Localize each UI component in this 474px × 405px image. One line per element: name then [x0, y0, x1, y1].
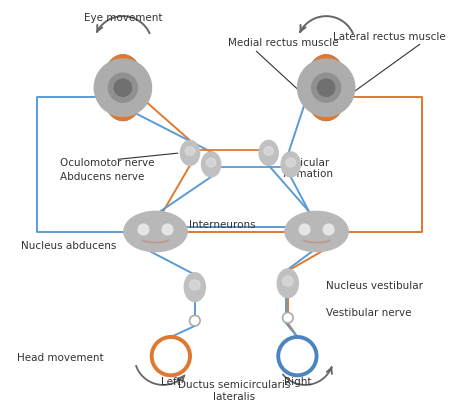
Text: Interneurons: Interneurons	[189, 220, 256, 230]
Ellipse shape	[181, 141, 200, 165]
Ellipse shape	[206, 158, 216, 167]
Circle shape	[94, 59, 152, 116]
Polygon shape	[314, 55, 347, 120]
Ellipse shape	[190, 280, 200, 290]
Text: Eye movement: Eye movement	[83, 13, 162, 23]
Ellipse shape	[286, 158, 295, 167]
Circle shape	[299, 224, 310, 235]
Text: Left: Left	[161, 377, 181, 387]
Circle shape	[190, 315, 200, 326]
Ellipse shape	[184, 273, 205, 301]
Circle shape	[162, 224, 173, 235]
Circle shape	[298, 59, 355, 116]
Text: Oculomotor nerve: Oculomotor nerve	[60, 158, 154, 168]
Ellipse shape	[185, 147, 195, 156]
Circle shape	[283, 313, 293, 323]
Circle shape	[323, 224, 334, 235]
Circle shape	[318, 79, 335, 96]
Text: Nucleus abducens: Nucleus abducens	[21, 241, 117, 251]
Polygon shape	[101, 55, 135, 120]
Polygon shape	[305, 55, 338, 120]
Text: Head movement: Head movement	[18, 353, 104, 363]
Ellipse shape	[283, 276, 293, 286]
Text: Ductus semicircularis
lateralis: Ductus semicircularis lateralis	[178, 380, 290, 402]
Circle shape	[312, 73, 341, 102]
Circle shape	[114, 79, 131, 96]
Ellipse shape	[277, 269, 298, 298]
Text: Vestibular nerve: Vestibular nerve	[326, 308, 412, 318]
Ellipse shape	[124, 211, 187, 252]
Text: Medial rectus muscle: Medial rectus muscle	[228, 38, 339, 48]
Ellipse shape	[281, 152, 301, 177]
Ellipse shape	[264, 147, 273, 156]
Ellipse shape	[259, 141, 278, 165]
Ellipse shape	[285, 211, 348, 252]
Text: Reticular
formation: Reticular formation	[283, 158, 334, 179]
Text: Nucleus vestibular: Nucleus vestibular	[326, 281, 423, 291]
Ellipse shape	[201, 152, 221, 177]
Text: Right: Right	[283, 377, 311, 387]
Text: Lateral rectus muscle: Lateral rectus muscle	[333, 32, 446, 42]
Polygon shape	[110, 55, 144, 120]
Text: Abducens nerve: Abducens nerve	[60, 172, 144, 182]
Circle shape	[109, 73, 137, 102]
Circle shape	[138, 224, 149, 235]
